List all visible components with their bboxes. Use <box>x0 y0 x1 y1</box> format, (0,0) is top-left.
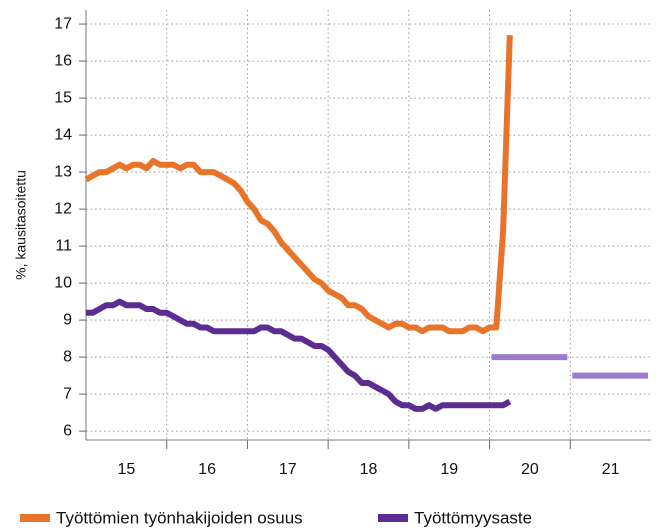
y-tick-label: 9 <box>63 311 72 328</box>
x-tick-label: 19 <box>440 461 458 478</box>
x-tick-label: 15 <box>117 461 135 478</box>
x-tick-label: 17 <box>279 461 297 478</box>
legend-swatch <box>378 514 408 522</box>
line <box>86 298 512 412</box>
y-tick-label: 6 <box>63 422 72 439</box>
legend-label: Työttömien työnhakijoiden osuus <box>56 508 303 527</box>
x-tick-label: 18 <box>360 461 378 478</box>
y-tick-label: 10 <box>54 274 72 291</box>
y-tick-label: 13 <box>54 163 72 180</box>
line <box>84 35 513 335</box>
y-tick-label: 17 <box>54 15 72 32</box>
y-tick-label: 7 <box>63 385 72 402</box>
legend-swatch <box>20 514 50 522</box>
y-tick-label: 14 <box>54 126 72 143</box>
y-tick-label: 12 <box>54 200 72 217</box>
x-tick-label: 20 <box>521 461 539 478</box>
x-tick-label: 16 <box>198 461 216 478</box>
y-tick-label: 11 <box>55 237 72 254</box>
y-axis-label: %, kausitasoitettu <box>13 170 29 280</box>
legend-label: Työttömyysaste <box>414 508 532 527</box>
y-tick-label: 16 <box>54 52 72 69</box>
x-tick-label: 21 <box>602 461 620 478</box>
y-tick-label: 8 <box>63 348 72 365</box>
y-tick-label: 15 <box>54 89 72 106</box>
